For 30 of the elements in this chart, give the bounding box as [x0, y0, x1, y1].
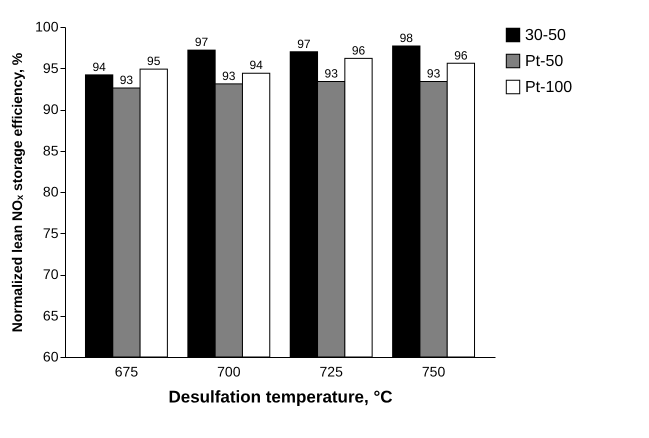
y-tick-label: 95: [42, 60, 59, 76]
data-label: 98: [400, 30, 414, 45]
x-tick-label: 700: [217, 364, 241, 380]
y-tick-label: 80: [42, 184, 59, 200]
y-tick-label: 60: [42, 348, 59, 364]
data-label: 93: [222, 68, 236, 83]
x-tick-label: 725: [320, 364, 344, 380]
data-label: 97: [297, 36, 311, 51]
y-tick-label: 75: [42, 224, 59, 241]
y-axis-title: Normalized lean NOₓ storage efficiency, %: [9, 52, 26, 332]
y-tick-label: 65: [42, 307, 59, 324]
data-label: 96: [352, 43, 366, 58]
x-tick-label: 675: [114, 364, 138, 380]
data-label: 97: [194, 35, 208, 50]
legend-label: Pt-100: [525, 79, 572, 96]
legend-label: Pt-50: [525, 53, 564, 70]
x-axis-title: Desulfation temperature, °C: [168, 388, 393, 406]
data-label: 95: [147, 54, 161, 68]
data-label: 93: [120, 73, 134, 88]
y-tick-label: 70: [42, 266, 59, 282]
x-tick-label: 750: [422, 364, 446, 380]
data-label: 93: [426, 66, 441, 80]
data-label: 96: [454, 48, 468, 62]
y-tick-label: 85: [42, 142, 59, 158]
data-label: 94: [92, 60, 106, 74]
y-tick-label: 100: [35, 18, 59, 34]
legend-label: 30-50: [525, 27, 566, 44]
data-label: 94: [249, 58, 264, 72]
data-label: 93: [324, 66, 338, 80]
y-tick-label: 90: [42, 101, 59, 117]
